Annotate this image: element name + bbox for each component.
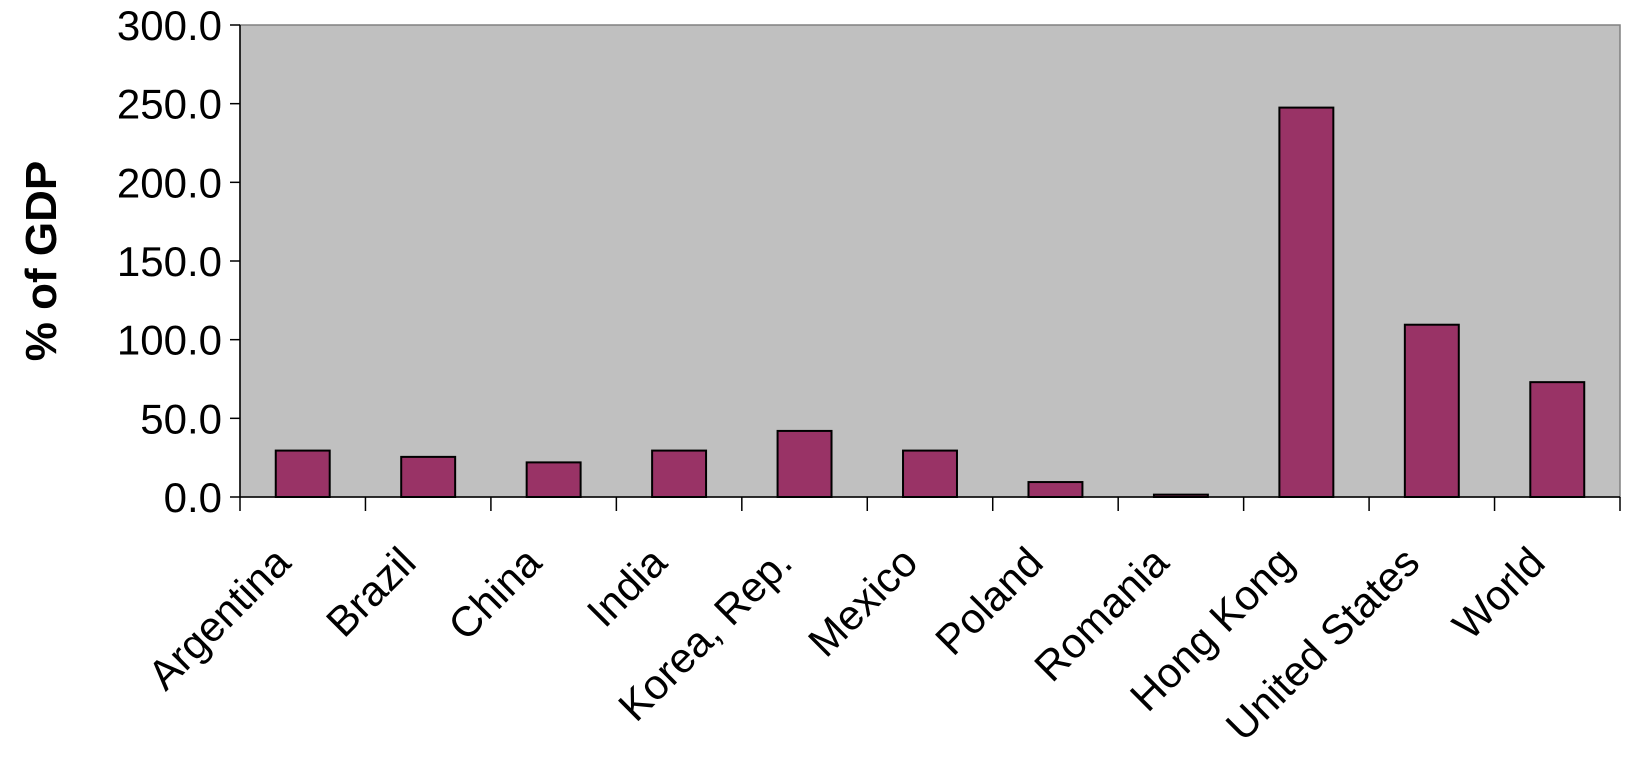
y-tick-label: 0.0 [164,474,222,521]
plot-background [239,24,1621,498]
bar-united-states [1403,323,1460,498]
bar-poland [1027,481,1084,499]
x-tick-label: Poland [926,538,1052,664]
bar-mexico [902,449,958,499]
y-axis-label: % of GDP [17,161,66,361]
y-axis: 0.0 50.0 100.0 150.0 200.0 250.0 300.0 [117,2,241,521]
y-tick-label: 250.0 [117,81,222,128]
y-tick-label: 150.0 [117,238,222,285]
x-tick-label: Mexico [799,538,926,665]
bar-china [525,461,582,498]
bar-korea-rep [776,429,833,499]
bars [274,106,1586,499]
bar-india [651,449,708,499]
y-tick-label: 50.0 [140,395,222,442]
x-tick-label: China [439,538,550,649]
y-tick-label: 100.0 [117,317,222,364]
bar-world [1529,381,1586,498]
bar-argentina [274,449,331,499]
x-tick-label: Brazil [317,538,425,646]
x-tick-label: India [578,538,676,636]
x-tick-label: World [1443,538,1553,648]
y-tick-label: 200.0 [117,159,222,206]
bar-hong-kong [1278,106,1335,498]
bar-brazil [400,455,457,499]
y-tick-label: 300.0 [117,2,222,49]
x-tick-label: Argentina [139,538,300,699]
